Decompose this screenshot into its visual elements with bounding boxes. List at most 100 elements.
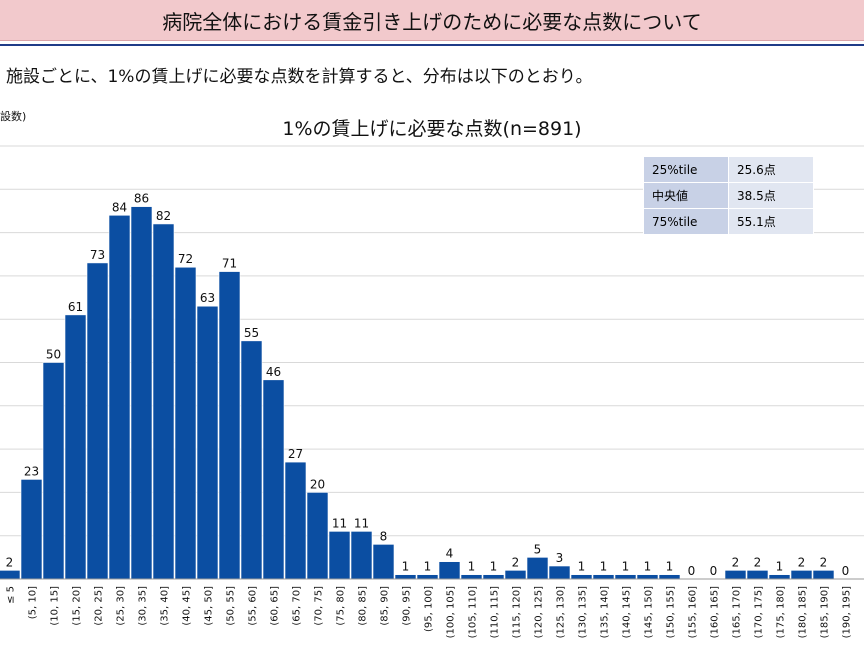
x-tick-label: (130, 135] xyxy=(578,586,589,638)
x-tick-label: (105, 110] xyxy=(468,586,479,638)
data-label: 86 xyxy=(134,192,149,206)
x-tick-label: (160, 165] xyxy=(710,586,721,638)
subtitle: 施設ごとに、1%の賃上げに必要な点数を計算すると、分布は以下のとおり。 xyxy=(6,67,593,87)
stats-value: 38.5点 xyxy=(728,182,814,209)
bar xyxy=(724,570,747,580)
data-label: 27 xyxy=(288,447,303,461)
x-tick-label: (5, 10] xyxy=(28,586,39,619)
x-tick-label: (170, 175] xyxy=(754,586,765,638)
x-tick-label: (45, 50] xyxy=(204,586,215,626)
bar xyxy=(548,565,571,580)
bar xyxy=(438,561,461,580)
x-tick-label: (135, 140] xyxy=(600,586,611,638)
data-label: 11 xyxy=(332,516,347,530)
bar xyxy=(350,531,373,580)
stats-row: 中央値 38.5点 xyxy=(643,182,814,209)
divider xyxy=(0,44,864,46)
bar xyxy=(174,266,197,580)
data-label: 2 xyxy=(732,555,740,569)
data-label: 23 xyxy=(24,464,39,478)
bar xyxy=(746,570,769,580)
x-tick-label: (70, 75] xyxy=(314,586,325,626)
bar xyxy=(328,531,351,580)
bar xyxy=(130,206,153,580)
x-tick-label: (185, 190] xyxy=(820,586,831,638)
bar xyxy=(768,574,791,580)
y-axis-label: 設数) xyxy=(0,110,27,123)
bar xyxy=(658,574,681,580)
x-tick-label: (120, 125] xyxy=(534,586,545,638)
x-tick-label: (100, 105] xyxy=(446,586,457,638)
x-tick-label: (75, 80] xyxy=(336,586,347,626)
bar xyxy=(570,574,593,580)
x-tick-label: (140, 145] xyxy=(622,586,633,638)
bar xyxy=(306,492,329,580)
data-label: 82 xyxy=(156,209,171,223)
data-label: 61 xyxy=(68,300,83,314)
data-label: 0 xyxy=(688,564,696,578)
x-tick-label: (125, 130] xyxy=(556,586,567,638)
bar xyxy=(416,574,439,580)
stats-table: 25%tile 25.6点 中央値 38.5点 75%tile 55.1点 xyxy=(643,156,814,235)
data-label: 63 xyxy=(200,291,215,305)
x-tick-label: (60, 65] xyxy=(270,586,281,626)
x-tick-label: (150, 155] xyxy=(666,586,677,638)
data-label: 1 xyxy=(600,560,608,574)
data-label: 5 xyxy=(534,542,542,556)
banner-title: 病院全体における賃金引き上げのために必要な点数について xyxy=(0,0,864,41)
bar xyxy=(284,461,307,580)
stats-row: 25%tile 25.6点 xyxy=(643,156,814,183)
bar xyxy=(0,570,21,580)
data-label: 0 xyxy=(842,564,850,578)
data-label: 1 xyxy=(644,560,652,574)
data-label: 72 xyxy=(178,252,193,266)
data-label: 20 xyxy=(310,477,325,491)
x-tick-label: (30, 35] xyxy=(138,586,149,626)
x-tick-label: (115, 120] xyxy=(512,586,523,638)
bar xyxy=(636,574,659,580)
data-label: 2 xyxy=(512,555,520,569)
data-label: 1 xyxy=(666,560,674,574)
bar xyxy=(152,223,175,580)
x-tick-label: (65, 70] xyxy=(292,586,303,626)
x-tick-label: (15, 20] xyxy=(72,586,83,626)
data-label: 46 xyxy=(266,365,281,379)
data-label: 0 xyxy=(710,564,718,578)
chart-title: 1%の賃上げに必要な点数(n=891) xyxy=(282,118,582,140)
bar xyxy=(20,479,43,580)
x-tick-label: (180, 185] xyxy=(798,586,809,638)
data-label: 2 xyxy=(820,555,828,569)
x-tick-label: ≤ 5 xyxy=(6,586,17,604)
data-label: 1 xyxy=(424,560,432,574)
x-tick-label: (90, 95] xyxy=(402,586,413,626)
bar xyxy=(42,362,65,580)
bar xyxy=(504,570,527,580)
data-label: 1 xyxy=(490,560,498,574)
x-tick-label: (85, 90] xyxy=(380,586,391,626)
data-label: 84 xyxy=(112,200,127,214)
bar xyxy=(86,262,109,580)
bar xyxy=(614,574,637,580)
x-tick-label: (40, 45] xyxy=(182,586,193,626)
x-tick-label: (80, 85] xyxy=(358,586,369,626)
stats-label: 75%tile xyxy=(643,208,729,235)
bar xyxy=(64,314,87,580)
x-tick-label: (10, 15] xyxy=(50,586,61,626)
x-tick-label: (155, 160] xyxy=(688,586,699,638)
bar xyxy=(592,574,615,580)
x-tick-label: (145, 150] xyxy=(644,586,655,638)
x-tick-label: (190, 195] xyxy=(842,586,853,638)
bar xyxy=(262,379,285,580)
x-tick-label: (55, 60] xyxy=(248,586,259,626)
stats-label: 中央値 xyxy=(643,182,729,209)
data-label: 50 xyxy=(46,348,61,362)
data-label: 71 xyxy=(222,257,237,271)
stats-value: 55.1点 xyxy=(728,208,814,235)
x-tick-label: (35, 40] xyxy=(160,586,171,626)
x-tick-label: (175, 180] xyxy=(776,586,787,638)
bar xyxy=(526,557,549,580)
stats-label: 25%tile xyxy=(643,156,729,183)
bar xyxy=(394,574,417,580)
stats-value: 25.6点 xyxy=(728,156,814,183)
